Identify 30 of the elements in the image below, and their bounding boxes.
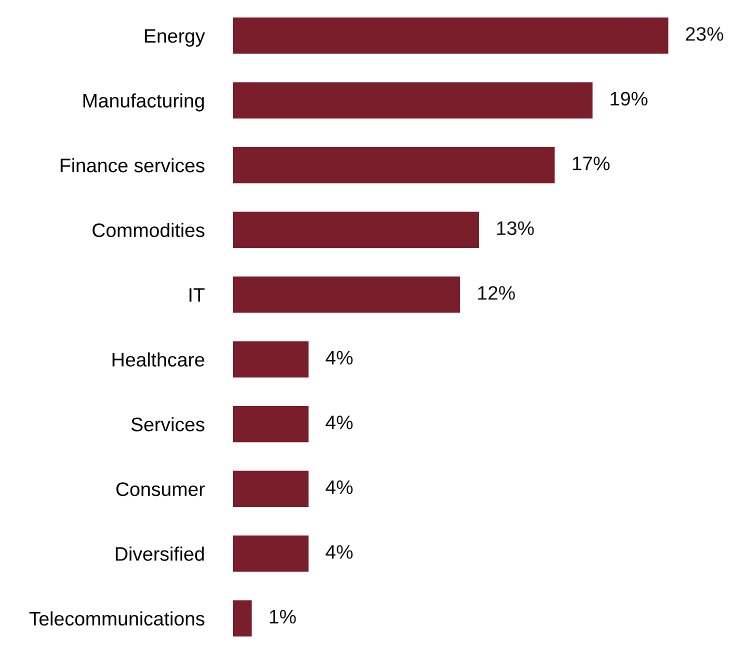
bar: [232, 536, 309, 572]
data-label: 17%: [572, 156, 610, 170]
bar: [232, 146, 555, 184]
y-tick-label: Finance services: [60, 158, 204, 172]
bar: [232, 470, 309, 508]
y-tick-label: Services: [131, 417, 204, 432]
bar: [232, 341, 309, 378]
data-label: 4%: [326, 350, 353, 365]
bar: [232, 212, 479, 248]
data-label: 23%: [686, 27, 724, 41]
data-label: 1%: [270, 610, 296, 624]
y-tick-label: Healthcare: [112, 352, 204, 367]
y-tick-label: Energy: [145, 29, 206, 47]
bar: [232, 276, 460, 313]
bar: [232, 82, 593, 118]
data-label: 19%: [610, 92, 648, 106]
data-label: 4%: [326, 416, 353, 430]
data-label: 13%: [497, 221, 534, 236]
data-label: 4%: [326, 545, 353, 559]
y-tick-label: Diversified: [116, 546, 204, 561]
data-label: 4%: [326, 480, 353, 494]
y-tick-label: Manufacturing: [83, 93, 204, 112]
bar: [232, 406, 309, 442]
bar: [232, 17, 668, 54]
y-tick-label: Consumer: [116, 482, 205, 496]
y-tick-label: Telecommunications: [29, 611, 204, 626]
data-label: 12%: [478, 286, 515, 300]
bar: [232, 600, 252, 637]
y-tick-label: IT: [190, 288, 205, 302]
y-tick-label: Commodities: [92, 222, 204, 238]
